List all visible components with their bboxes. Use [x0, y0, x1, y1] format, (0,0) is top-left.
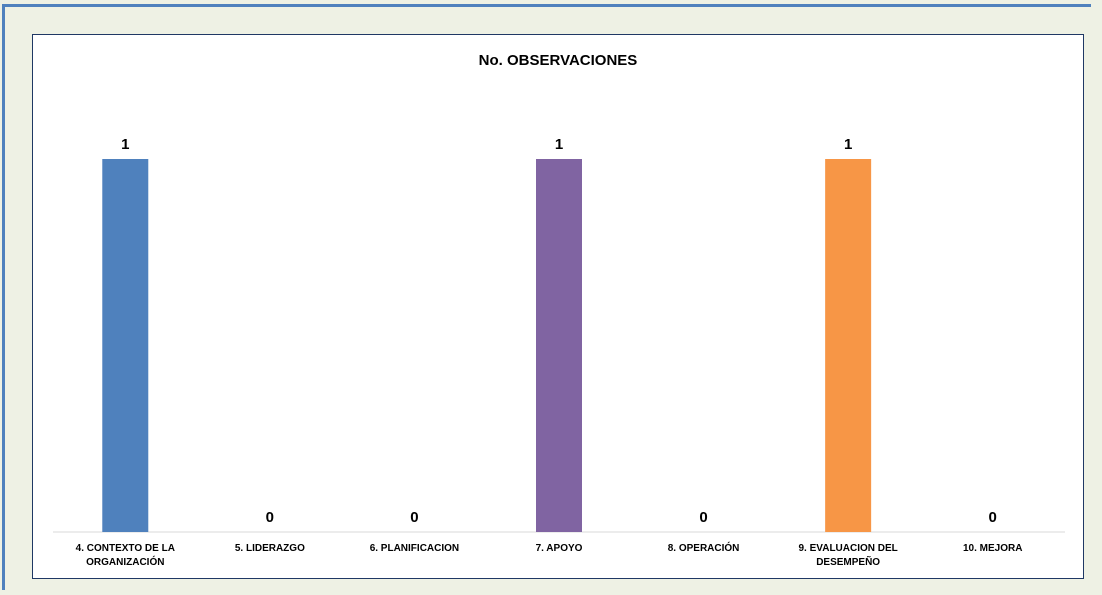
category-label-line: 6. PLANIFICACION [370, 543, 459, 554]
data-label-3: 0 [410, 509, 418, 526]
data-label-2: 0 [266, 509, 274, 526]
category-label-line: 8. OPERACIÓN [668, 541, 740, 554]
chart-title: No. OBSERVACIONES [479, 52, 638, 69]
bar-4 [536, 159, 582, 532]
category-label-line: 10. MEJORA [963, 543, 1022, 554]
category-labels-group: 4. CONTEXTO DE LA ORGANIZACIÓN 5. LIDERAZG… [76, 541, 1023, 568]
chart-area: No. OBSERVACIONES 1 0 0 1 0 1 0 4. CONTEXTO DE… [32, 34, 1084, 579]
category-label-7: 10. MEJORA [963, 543, 1022, 554]
data-labels-group: 1 0 0 1 0 1 0 [121, 136, 997, 526]
category-label-4: 7. APOYO [536, 543, 583, 554]
data-label-7: 0 [989, 509, 997, 526]
data-label-4: 1 [555, 136, 563, 153]
category-label-line: 5. LIDERAZGO [235, 543, 305, 554]
bar-6 [825, 159, 872, 532]
category-label-2: 5. LIDERAZGO [235, 543, 305, 554]
bars-group [102, 159, 872, 532]
data-label-1: 1 [121, 136, 129, 153]
frame-top-border [2, 4, 1091, 7]
category-label-1: 4. CONTEXTO DE LA ORGANIZACIÓN [76, 543, 175, 568]
category-label-line: 4. CONTEXTO DE LA [76, 543, 175, 554]
category-label-line: ORGANIZACIÓN [86, 555, 164, 568]
frame-left-border [2, 4, 5, 590]
category-label-line: DESEMPEÑO [816, 555, 880, 568]
category-label-line: 7. APOYO [536, 543, 583, 554]
bar-chart: No. OBSERVACIONES 1 0 0 1 0 1 0 4. CONTEXTO DE… [53, 52, 1065, 568]
data-label-5: 0 [699, 509, 707, 526]
category-label-3: 6. PLANIFICACION [370, 543, 459, 554]
category-label-5: 8. OPERACIÓN [668, 541, 740, 554]
category-label-6: 9. EVALUACION DEL DESEMPEÑO [799, 543, 898, 568]
data-label-6: 1 [844, 136, 852, 153]
category-label-line: 9. EVALUACION DEL [799, 543, 898, 554]
bar-1 [102, 159, 149, 532]
